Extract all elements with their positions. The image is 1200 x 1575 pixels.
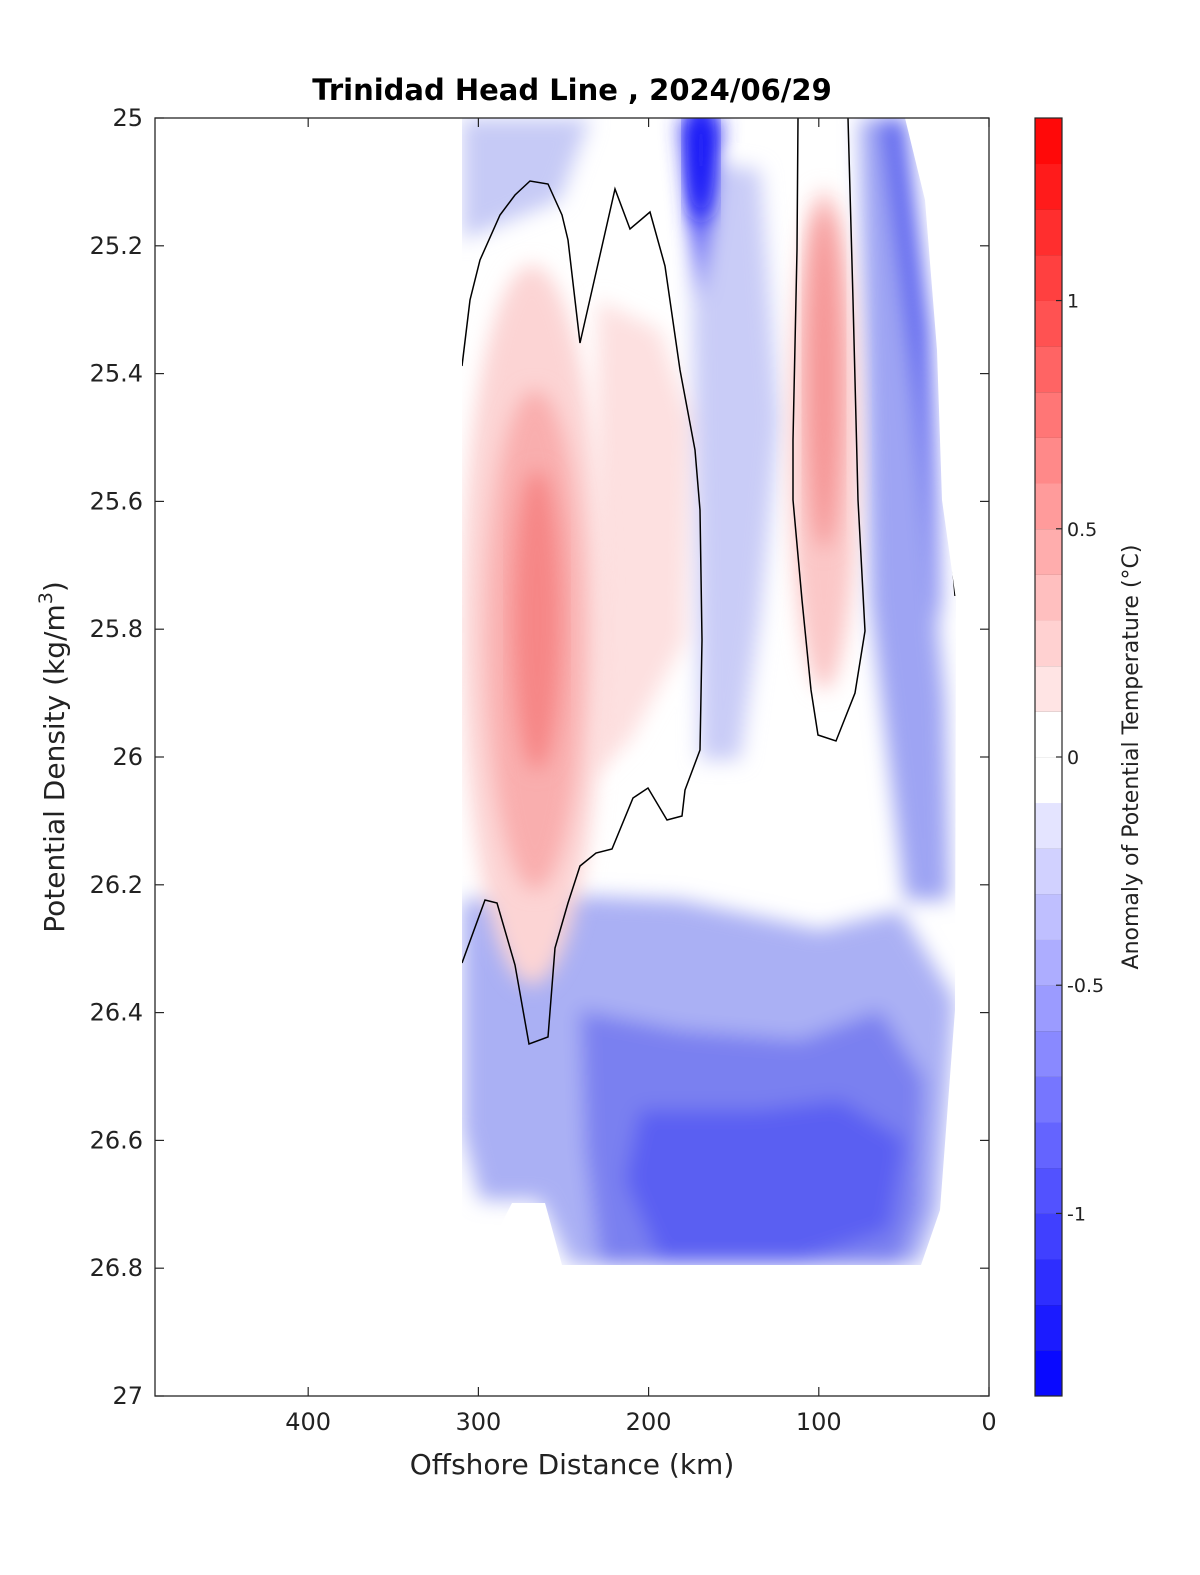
- cold-band-nearshore-outer: [860, 118, 950, 900]
- y-tick-label: 26.4: [90, 999, 143, 1027]
- cold-column-offshore-mid: [690, 160, 780, 760]
- colorbar-level: [1035, 757, 1062, 804]
- colorbar-level: [1035, 346, 1062, 393]
- y-tick-label: 25.8: [90, 615, 143, 643]
- y-tick-label: 26.2: [90, 871, 143, 899]
- colorbar-level: [1035, 209, 1062, 256]
- colorbar-tick-label: 1: [1067, 291, 1079, 313]
- y-axis-label-superscript: 3: [35, 592, 57, 604]
- colorbar-level: [1035, 1213, 1062, 1260]
- warm-core-nearshore-inner: [808, 210, 840, 550]
- zero-contour-line: [792, 118, 866, 742]
- y-tick-label: 26: [112, 743, 143, 771]
- warm-core-offshore-inner: [513, 470, 561, 770]
- colorbar-level: [1035, 893, 1062, 940]
- colorbar-level: [1035, 118, 1062, 165]
- warm-band-middle: [590, 300, 690, 780]
- colorbar-level: [1035, 437, 1062, 484]
- y-tick-label: 25.4: [90, 360, 143, 388]
- y-axis-label-main: Potential Density (kg/m: [38, 604, 71, 933]
- colorbar-level: [1035, 1122, 1062, 1169]
- colorbar-level: [1035, 254, 1062, 301]
- colorbar-level: [1035, 528, 1062, 575]
- y-tick-label: 26.6: [90, 1126, 143, 1154]
- colorbar-level: [1035, 1350, 1062, 1397]
- colorbar-level: [1035, 848, 1062, 895]
- y-axis-label-close: ): [38, 581, 71, 592]
- colorbar-label: Anomaly of Potential Temperature (°C): [1119, 545, 1144, 970]
- colorbar-level: [1035, 665, 1062, 712]
- x-tick-label: 0: [981, 1408, 996, 1436]
- colorbar-level: [1035, 802, 1062, 849]
- colorbar-tick-label: 0.5: [1067, 519, 1097, 541]
- x-tick-label: 200: [626, 1408, 672, 1436]
- y-axis-label: Potential Density (kg/m3): [35, 581, 71, 933]
- colorbar-level: [1035, 711, 1062, 758]
- y-tick-label: 25.2: [90, 232, 143, 260]
- cold-core-surface-inner: [687, 118, 715, 220]
- x-tick-label: 100: [796, 1408, 842, 1436]
- y-tick-label: 27: [112, 1382, 143, 1410]
- y-tick-label: 25: [112, 104, 143, 132]
- colorbar-tick-label: -0.5: [1067, 975, 1104, 997]
- chart-title: Trinidad Head Line , 2024/06/29: [312, 73, 832, 107]
- colorbar-level: [1035, 939, 1062, 986]
- y-axis: 25 25.2 25.4 25.6 25.8 26 26.2 26.4 26.6 26.8 27: [90, 104, 989, 1410]
- anomaly-field-smooth: [462, 118, 955, 1265]
- colorbar-level: [1035, 163, 1062, 210]
- x-axis: 400 300 200 100 0: [285, 118, 997, 1436]
- zero-contour-line: [461, 180, 703, 1046]
- cold-core-deep: [625, 1100, 905, 1260]
- colorbar-level: [1035, 1304, 1062, 1351]
- x-tick-label: 400: [285, 1408, 331, 1436]
- colorbar-level: [1035, 391, 1062, 438]
- colorbar-level: [1035, 1259, 1062, 1306]
- x-tick-label: 300: [455, 1408, 501, 1436]
- x-axis-label: Offshore Distance (km): [410, 1448, 735, 1481]
- no-data-region-nearshore: [905, 118, 989, 1010]
- colorbar-level: [1035, 620, 1062, 667]
- colorbar-level: [1035, 300, 1062, 347]
- colorbar-level: [1035, 1076, 1062, 1123]
- y-tick-label: 26.8: [90, 1254, 143, 1282]
- colorbar-level: [1035, 1167, 1062, 1214]
- colorbar-level: [1035, 483, 1062, 530]
- no-data-region-offshore: [155, 118, 462, 1396]
- colorbar-tick-label: 0: [1067, 747, 1079, 769]
- cold-offshore-surface: [462, 118, 590, 240]
- colorbar: 1 0.5 0 -0.5 -1: [1034, 117, 1104, 1397]
- plot-area: 400 300 200 100 0 25 25.2 25.4 25.6 25.8 26 26.2 26…: [90, 104, 997, 1436]
- y-tick-label: 25.6: [90, 487, 143, 515]
- contour-field: [155, 118, 989, 1396]
- colorbar-level: [1035, 1030, 1062, 1077]
- no-data-region-bottom: [462, 1010, 989, 1396]
- colorbar-tick-label: -1: [1067, 1203, 1086, 1225]
- colorbar-level: [1035, 574, 1062, 621]
- colorbar-level: [1035, 985, 1062, 1032]
